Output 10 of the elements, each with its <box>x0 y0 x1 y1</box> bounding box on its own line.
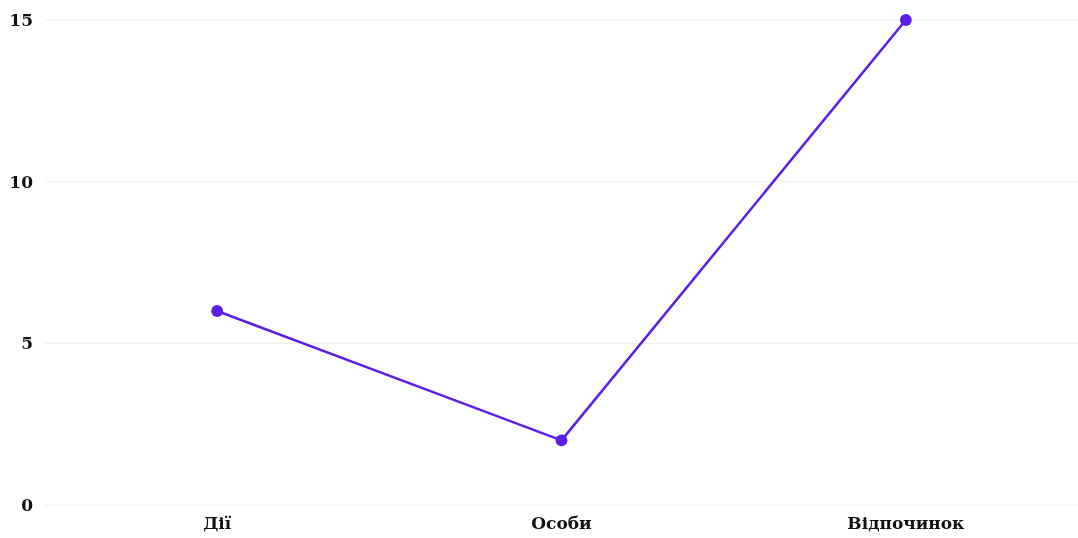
y-tick-label: 0 <box>21 494 34 515</box>
y-tick-label: 5 <box>21 333 33 354</box>
x-tick-label: Відпочинок <box>847 513 966 534</box>
y-tick-label: 10 <box>9 171 34 192</box>
y-tick-label: 15 <box>9 9 33 30</box>
x-tick-label: Особи <box>531 513 593 534</box>
point <box>555 434 568 447</box>
point <box>211 305 224 317</box>
x-tick-label: Дії <box>203 513 232 534</box>
point <box>899 14 912 26</box>
